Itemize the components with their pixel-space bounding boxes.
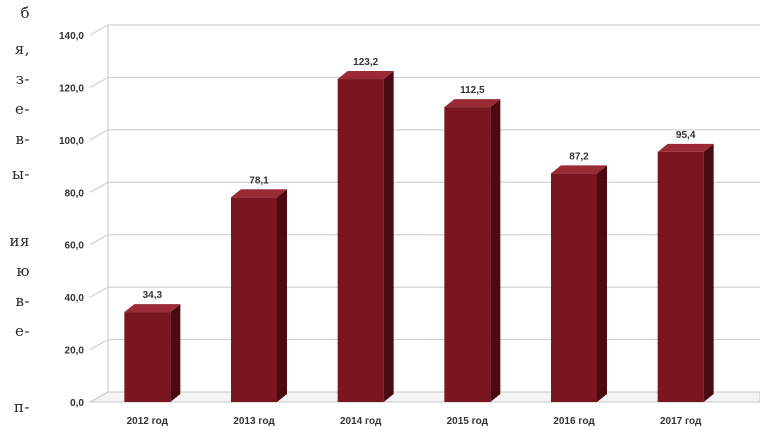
y-tick-label: 60,0 bbox=[65, 241, 85, 252]
side-text-fragment: я, bbox=[14, 40, 30, 58]
side-text-fragment: е- bbox=[15, 322, 30, 340]
bar-top bbox=[124, 304, 181, 313]
bar bbox=[657, 151, 704, 402]
bar-top bbox=[231, 189, 287, 198]
bar-side bbox=[383, 71, 394, 402]
side-text-fragment: п- bbox=[13, 398, 30, 416]
side-text-fragment: ы- bbox=[11, 165, 30, 183]
bar-side bbox=[703, 143, 714, 402]
bar bbox=[551, 173, 597, 402]
side-text-fragment: в- bbox=[15, 292, 30, 310]
grid-line-diagonal bbox=[89, 391, 109, 403]
y-tick-label: 120,0 bbox=[59, 83, 84, 94]
y-tick-label: 140,0 bbox=[59, 31, 84, 42]
grid-line-diagonal bbox=[89, 339, 109, 351]
bar-side bbox=[490, 99, 501, 402]
y-tick-label: 40,0 bbox=[65, 293, 85, 304]
grid-line-diagonal bbox=[89, 24, 109, 36]
data-label: 123,2 bbox=[353, 57, 378, 68]
bar bbox=[124, 312, 171, 402]
bar-side bbox=[277, 189, 287, 402]
side-text-fragment: ия bbox=[9, 232, 30, 250]
bar-side bbox=[597, 165, 607, 402]
bar-top bbox=[337, 71, 394, 80]
bar-side bbox=[170, 304, 181, 402]
bar bbox=[444, 107, 491, 402]
x-tick-label: 2016 год bbox=[553, 416, 595, 427]
data-label: 78,1 bbox=[249, 175, 269, 186]
bar-top bbox=[551, 165, 607, 174]
bar-top bbox=[444, 99, 501, 108]
side-text-fragment: ю bbox=[16, 262, 30, 280]
grid-line-diagonal bbox=[89, 129, 109, 141]
grid-line-diagonal bbox=[89, 234, 109, 246]
side-text-fragment: б bbox=[20, 4, 30, 22]
y-tick-label: 80,0 bbox=[65, 188, 85, 199]
grid-line-diagonal bbox=[89, 181, 109, 193]
bar-top bbox=[657, 143, 714, 152]
data-label: 112,5 bbox=[460, 85, 485, 96]
y-tick-label: 0,0 bbox=[70, 398, 84, 409]
grid-line-diagonal bbox=[89, 286, 109, 298]
bar bbox=[231, 197, 277, 402]
y-tick-label: 100,0 bbox=[59, 136, 84, 147]
x-tick-label: 2012 год bbox=[127, 416, 169, 427]
x-tick-label: 2017 год bbox=[660, 416, 702, 427]
bar bbox=[337, 79, 384, 402]
y-tick-label: 20,0 bbox=[65, 346, 85, 357]
data-label: 34,3 bbox=[143, 290, 163, 301]
data-label: 87,2 bbox=[569, 151, 589, 162]
grid-line-diagonal bbox=[89, 76, 109, 88]
x-tick-label: 2015 год bbox=[447, 416, 489, 427]
side-text-fragment: з- bbox=[15, 70, 30, 88]
x-tick-label: 2013 год bbox=[233, 416, 275, 427]
side-text-fragment: е- bbox=[15, 100, 30, 118]
data-label: 95,4 bbox=[676, 130, 696, 141]
x-tick-label: 2014 год bbox=[340, 416, 382, 427]
side-text-fragment: в- bbox=[15, 130, 30, 148]
